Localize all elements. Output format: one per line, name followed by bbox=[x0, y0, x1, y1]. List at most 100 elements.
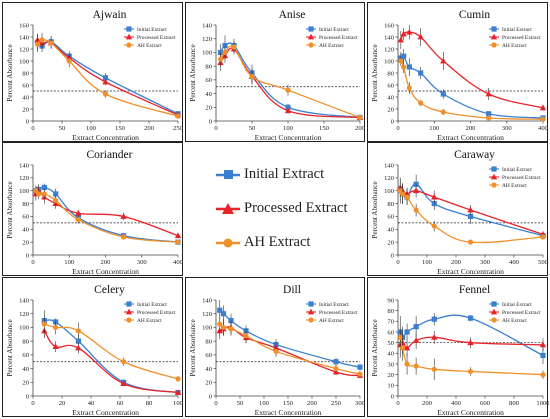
cumin-point-ah-extract bbox=[418, 100, 424, 106]
fennel-y-tick-label: 60 bbox=[387, 329, 394, 336]
caraway-title: Caraway bbox=[454, 149, 495, 161]
celery-y-tick-label: 20 bbox=[22, 380, 29, 387]
ajwain-legend-label: AH Extract bbox=[137, 43, 162, 49]
panel-fennel: Fennel Percent Absorbance Extract Concentr… bbox=[367, 277, 549, 417]
fennel-point-initial-extract bbox=[431, 316, 437, 322]
anise-point-ah-extract bbox=[249, 73, 255, 80]
cumin-legend-marker bbox=[491, 42, 497, 48]
caraway-point-ah-extract bbox=[413, 207, 419, 213]
dill-point-initial-extract bbox=[228, 317, 234, 324]
fennel-legend-marker bbox=[491, 301, 497, 307]
caraway-point-initial-extract bbox=[413, 181, 419, 187]
fennel-point-processed-extract bbox=[412, 337, 420, 343]
caraway-y-tick-label: 40 bbox=[387, 227, 394, 234]
anise-ylabel: Percent Absorbance bbox=[189, 44, 197, 101]
dill-title: Dill bbox=[283, 284, 301, 296]
anise-x-tick-label: 100 bbox=[283, 125, 294, 132]
fennel-y-tick-label: 90 bbox=[387, 297, 394, 304]
celery-line-ah-extract bbox=[44, 323, 179, 380]
anise-legend-marker bbox=[307, 33, 315, 40]
celery-legend: Initial Extract Processed Extract AH Extra… bbox=[124, 301, 176, 324]
caraway-legend-marker bbox=[490, 173, 498, 180]
caraway-y-tick-label: 60 bbox=[387, 214, 394, 221]
fennel-x-tick-label: 0 bbox=[396, 400, 400, 407]
fennel-point-processed-extract bbox=[467, 339, 474, 346]
caraway-point-processed-extract bbox=[431, 193, 438, 200]
panel-coriander: Coriander Percent Absorbance Extract Conce… bbox=[2, 142, 184, 276]
fennel-x-tick-label: 1000 bbox=[536, 400, 549, 407]
coriander-y-tick-label: 100 bbox=[19, 188, 30, 195]
celery-xlabel: Extract Concentration bbox=[72, 408, 139, 417]
fennel-point-processed-extract bbox=[431, 334, 438, 340]
center-legend-item-ah: AH Extract bbox=[216, 232, 366, 258]
coriander-point-ah-extract bbox=[53, 197, 59, 203]
caraway-legend-label: Processed Extract bbox=[502, 175, 541, 181]
anise-x-tick-label: 0 bbox=[214, 125, 218, 132]
dill-y-tick-label: 40 bbox=[205, 366, 212, 373]
cumin-point-ah-extract bbox=[440, 109, 446, 115]
caraway-point-ah-extract bbox=[467, 239, 474, 245]
ajwain-ylabel: Percent Absorbance bbox=[6, 44, 14, 101]
celery-x-tick-label: 40 bbox=[88, 400, 95, 407]
cumin-point-processed-extract bbox=[417, 33, 424, 40]
coriander-x-tick-label: 100 bbox=[64, 259, 75, 266]
dill-legend-marker bbox=[308, 301, 314, 307]
ajwain-series-ah-extract bbox=[34, 32, 181, 119]
cumin-point-ah-extract bbox=[486, 115, 492, 121]
dill-legend-label: AH Extract bbox=[319, 318, 344, 324]
dill-point-initial-extract bbox=[217, 307, 223, 313]
fennel-point-initial-extract bbox=[413, 324, 419, 330]
fennel-point-initial-extract bbox=[540, 352, 546, 359]
fennel-legend-marker bbox=[491, 317, 497, 323]
dill-y-tick-label: 100 bbox=[202, 325, 213, 332]
caraway-y-tick-label: 80 bbox=[387, 201, 394, 208]
celery-legend-label: Initial Extract bbox=[137, 302, 167, 308]
ajwain-legend-marker bbox=[126, 26, 132, 32]
cumin-line-initial-extract bbox=[400, 55, 544, 119]
caraway-x-tick-label: 400 bbox=[509, 259, 520, 266]
dill-point-initial-extract bbox=[333, 359, 339, 365]
cumin-legend-marker bbox=[491, 26, 497, 32]
ajwain-point-ah-extract bbox=[175, 113, 181, 119]
celery-x-tick-label: 100 bbox=[173, 400, 184, 407]
fennel-legend-label: AH Extract bbox=[502, 318, 527, 324]
coriander-y-tick-label: 60 bbox=[22, 214, 29, 221]
anise-point-ah-extract bbox=[222, 49, 228, 56]
fennel-x-tick-label: 800 bbox=[509, 400, 520, 407]
center-legend-label-initial: Initial Extract bbox=[244, 166, 325, 182]
anise-y-tick-label: 120 bbox=[202, 36, 213, 43]
coriander-x-tick-label: 300 bbox=[137, 259, 148, 266]
celery-point-processed-extract bbox=[75, 344, 82, 351]
anise-point-ah-extract bbox=[217, 56, 224, 62]
celery-point-ah-extract bbox=[175, 376, 181, 382]
panel-dill: Dill Percent Absorbance Extract Concentrat… bbox=[185, 277, 366, 417]
dill-x-tick-label: 150 bbox=[283, 400, 294, 407]
dill-y-tick-label: 0 bbox=[209, 393, 213, 400]
ajwain-y-tick-label: 40 bbox=[22, 94, 29, 101]
fennel-series-ah-extract bbox=[397, 326, 546, 380]
dill-ylabel: Percent Absorbance bbox=[189, 319, 197, 376]
caraway-point-ah-extract bbox=[431, 223, 437, 229]
chart-anise: Anise Percent Absorbance Extract Concentra… bbox=[189, 9, 366, 142]
anise-legend-label: Processed Extract bbox=[319, 35, 358, 41]
celery-y-tick-label: 0 bbox=[26, 393, 30, 400]
fennel-y-tick-label: 0 bbox=[391, 393, 395, 400]
ajwain-point-ah-extract bbox=[34, 41, 41, 47]
ajwain-y-tick-label: 100 bbox=[19, 58, 30, 65]
anise-point-ah-extract bbox=[285, 87, 291, 93]
anise-point-ah-extract bbox=[231, 44, 237, 50]
dill-legend-label: Initial Extract bbox=[319, 302, 349, 308]
dill-point-ah-extract bbox=[357, 371, 363, 377]
caraway-point-initial-extract bbox=[467, 213, 474, 220]
ajwain-x-tick-label: 0 bbox=[31, 125, 35, 132]
celery-point-ah-extract bbox=[75, 328, 81, 334]
caraway-point-ah-extract bbox=[540, 234, 546, 240]
chart-dill: Dill Percent Absorbance Extract Concentrat… bbox=[189, 284, 366, 417]
fennel-point-ah-extract bbox=[397, 334, 403, 340]
caraway-series-ah-extract bbox=[397, 181, 546, 245]
celery-legend-marker bbox=[126, 301, 132, 307]
fennel-y-tick-label: 40 bbox=[387, 351, 394, 358]
coriander-point-ah-extract bbox=[175, 239, 181, 245]
chart-coriander: Coriander Percent Absorbance Extract Conce… bbox=[6, 149, 184, 276]
panel-cumin: Cumin Percent Absorbance Extract Concentra… bbox=[367, 2, 549, 142]
